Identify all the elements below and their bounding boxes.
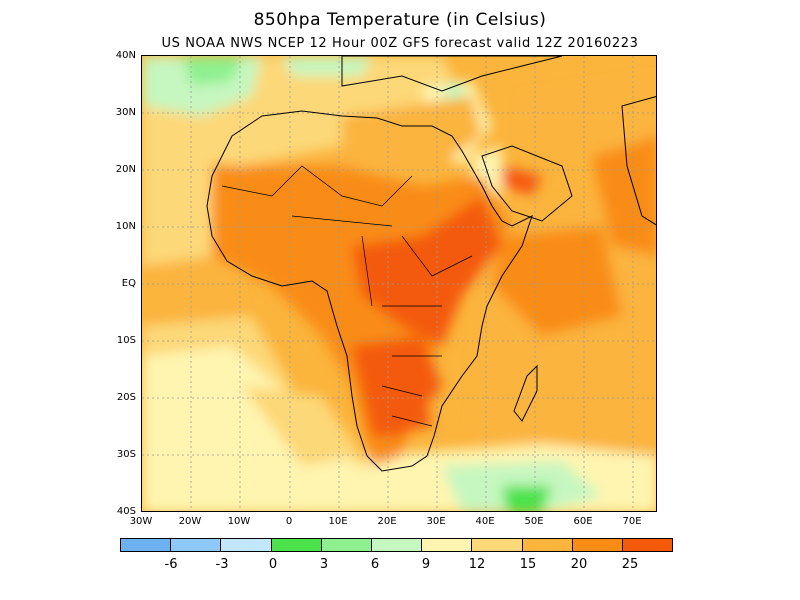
lon-label-40e: 40E — [475, 516, 495, 527]
temperature-shading — [142, 56, 656, 511]
legend-box — [370, 538, 423, 552]
legend-label: 3 — [319, 557, 329, 572]
legend-label: 9 — [421, 557, 431, 572]
chart-subtitle: US NOAA NWS NCEP 12 Hour 00Z GFS forecas… — [161, 36, 639, 51]
madagascar-coastline — [513, 364, 538, 422]
lon-label-30e: 30E — [426, 516, 446, 527]
india-coastline — [621, 96, 656, 226]
legend-label: 0 — [268, 557, 278, 572]
legend-label: 20 — [570, 557, 588, 572]
legend-box — [621, 538, 674, 552]
lat-label-10s: 10S — [116, 335, 136, 346]
legend-label: -3 — [215, 557, 229, 572]
legend-box — [120, 538, 172, 552]
graticule — [142, 56, 656, 511]
legend-box — [320, 538, 372, 552]
lon-label-50e: 50E — [524, 516, 544, 527]
lon-label-0: 0 — [285, 516, 293, 527]
lon-label-20e: 20E — [377, 516, 397, 527]
legend-box — [170, 538, 222, 552]
chart-title: 850hpa Temperature (in Celsius) — [253, 10, 547, 30]
lat-label-40n: 40N — [115, 50, 136, 61]
legend-box — [571, 538, 623, 552]
lat-label-30s: 30S — [116, 449, 136, 460]
legend-label: 12 — [468, 557, 486, 572]
legend-label: 25 — [621, 557, 639, 572]
legend-box — [421, 538, 473, 552]
lat-label-20s: 20S — [116, 392, 136, 403]
coastlines — [206, 56, 656, 472]
legend-label: 6 — [370, 557, 380, 572]
legend-box — [471, 538, 523, 552]
lat-label-30n: 30N — [115, 107, 136, 118]
country-borders — [221, 165, 473, 427]
map-canvas — [142, 56, 656, 511]
legend-box — [270, 538, 322, 552]
lat-label-eq: EQ — [121, 278, 136, 289]
legend-box — [521, 538, 573, 552]
color-legend — [120, 538, 674, 552]
lat-label-10n: 10N — [115, 221, 136, 232]
europe-coastline — [341, 56, 563, 92]
africa-coastline — [206, 110, 533, 472]
legend-label: -6 — [164, 557, 178, 572]
lon-label-30w: 30W — [129, 516, 153, 527]
temperature-map — [141, 55, 657, 512]
lon-label-10w: 10W — [227, 516, 251, 527]
lon-label-70e: 70E — [622, 516, 642, 527]
lon-label-10e: 10E — [328, 516, 348, 527]
legend-box — [220, 538, 272, 552]
lat-label-20n: 20N — [115, 164, 136, 175]
arabia-coastline — [481, 145, 573, 222]
lon-label-60e: 60E — [573, 516, 593, 527]
legend-label: 15 — [519, 557, 537, 572]
lat-label-40s: 40S — [116, 506, 136, 517]
lon-label-20w: 20W — [178, 516, 202, 527]
